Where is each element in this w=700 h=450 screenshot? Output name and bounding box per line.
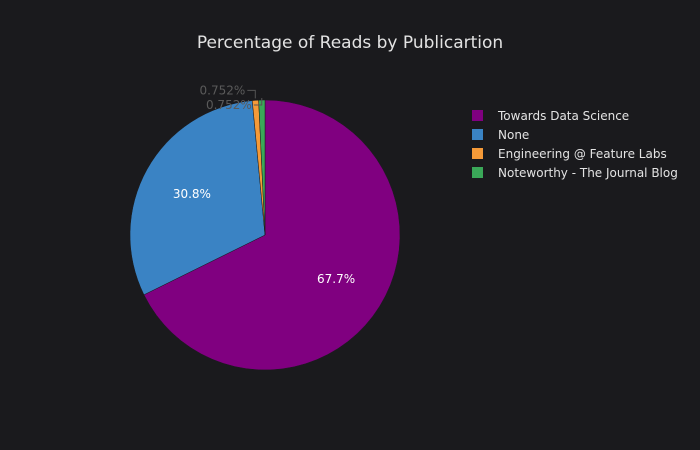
data-label-none: 30.8% [173,187,211,201]
data-label-towards-data-science: 67.7% [317,272,355,286]
legend-swatch [472,110,483,121]
legend-item-towards-data-science[interactable]: Towards Data Science [472,106,678,125]
data-label-engineering-feature-labs: 0.752% [200,83,246,97]
legend-swatch [472,148,483,159]
legend-label: None [498,127,530,142]
pie-slice-none [129,100,266,296]
legend-item-noteworthy[interactable]: Noteworthy - The Journal Blog [472,163,678,182]
legend-label: Engineering @ Feature Labs [498,146,667,161]
leader-line-engineering-feature-labs [247,89,256,99]
legend-label: Noteworthy - The Journal Blog [498,165,678,180]
chart-title: Percentage of Reads by Publicartion [196,33,504,53]
leader-line-noteworthy [253,98,263,106]
legend-label: Towards Data Science [498,108,630,123]
legend-item-engineering-feature-labs[interactable]: Engineering @ Feature Labs [472,144,678,163]
legend-swatch [472,129,483,140]
pie-slice-towards-data-science [143,99,401,371]
legend-swatch [472,167,483,178]
data-label-noteworthy: 0.752% [206,98,252,112]
legend-item-none[interactable]: None [472,125,678,144]
legend: Towards Data Science None Engineering @ Fe… [472,106,678,182]
